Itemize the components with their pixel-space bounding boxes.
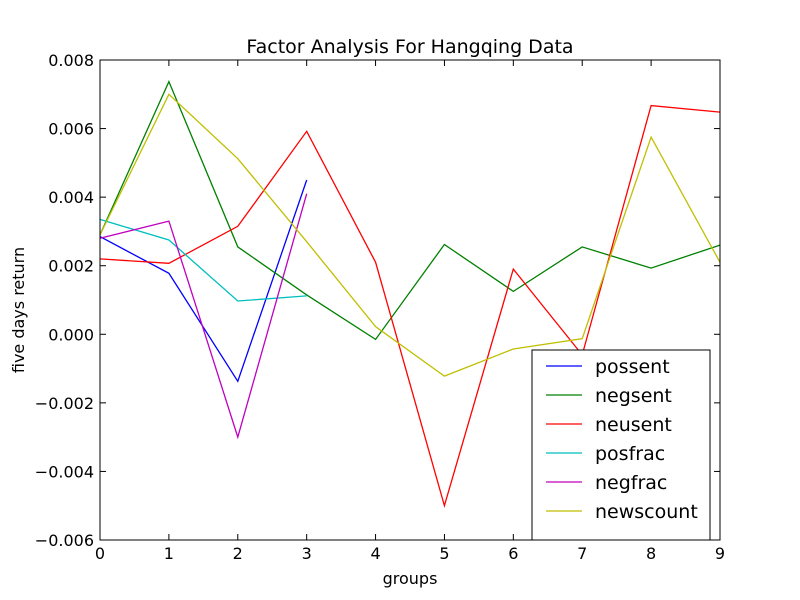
plot-frame: [99, 59, 721, 541]
legend-label-newscount: newscount: [595, 501, 698, 523]
series-line-possent: [99, 179, 308, 383]
y-tick-label: 0.002: [48, 257, 94, 276]
x-tick-label: 1: [164, 544, 174, 563]
y-tick-label: 0.006: [48, 120, 94, 139]
y-tick-label: −0.004: [35, 462, 94, 481]
legend-label-posfrac: posfrac: [595, 443, 665, 465]
x-tick-label: 4: [370, 544, 380, 563]
y-axis-label: five days return: [9, 247, 28, 373]
x-tick-label: 9: [715, 544, 725, 563]
y-tick-label: −0.002: [35, 394, 94, 413]
x-tick-label: 7: [577, 544, 587, 563]
legend-box: [531, 349, 711, 541]
y-tick-label: −0.006: [35, 531, 94, 550]
series-line-negsent: [99, 79, 721, 341]
legend-label-negfrac: negfrac: [595, 472, 667, 494]
x-tick-label: 8: [646, 544, 656, 563]
legend-label-negsent: negsent: [595, 385, 672, 407]
series-line-negfrac: [99, 193, 308, 440]
legend-label-neusent: neusent: [595, 414, 672, 436]
plot-lines: [99, 79, 721, 509]
x-tick-label: 0: [95, 544, 105, 563]
x-axis-label: groups: [383, 569, 438, 588]
y-tick-label: 0.000: [48, 325, 94, 344]
x-tick-label: 3: [302, 544, 312, 563]
legend-label-possent: possent: [595, 356, 670, 378]
series-line-newscount: [99, 93, 721, 377]
chart-title: Factor Analysis For Hangqing Data: [246, 36, 573, 58]
series-line-neusent: [99, 104, 721, 509]
y-tick-label: 0.004: [48, 188, 94, 207]
series-line-posfrac: [99, 218, 307, 302]
x-tick-label: 5: [439, 544, 449, 563]
x-tick-label: 6: [508, 544, 518, 563]
axis-ticks: 0 1 2 3 4 5 6 7 8 9 −0.006 −0.004 −0.002 0.000 0.002 0.…: [35, 51, 725, 563]
y-tick-label: 0.008: [48, 51, 94, 70]
legend: possent negsent neusent posfrac negfrac newsc…: [531, 349, 711, 541]
x-tick-label: 2: [233, 544, 243, 563]
